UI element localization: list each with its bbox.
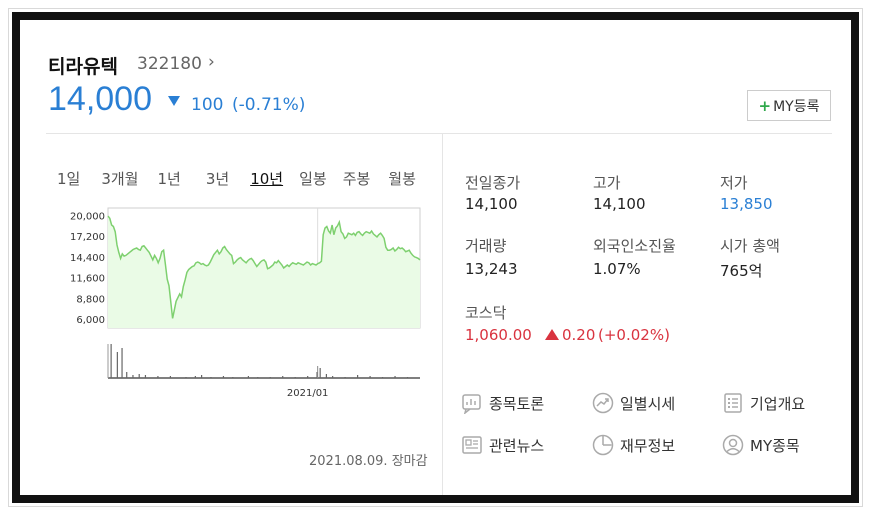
- link-discussion-label: 종목토론: [489, 394, 545, 413]
- news-icon: [462, 436, 482, 454]
- index-label: 코스닥: [465, 304, 507, 322]
- link-daily-price-label: 일별시세: [620, 394, 676, 413]
- stat-value-prev-close: 14,100: [465, 195, 518, 213]
- chevron-right-icon[interactable]: ›: [208, 52, 215, 72]
- divider-horizontal: [46, 133, 832, 134]
- tab-3m[interactable]: 3개월: [101, 170, 139, 188]
- tab-10y[interactable]: 10년: [250, 170, 284, 188]
- stat-value-market-cap: 765억: [720, 262, 763, 280]
- y-tick-label: 20,000: [70, 211, 105, 222]
- y-axis: 20,000 17,200 14,400 11,600 8,800 6,000: [70, 211, 105, 326]
- plus-icon: +: [758, 96, 772, 115]
- x-tick-label: 2021/01: [287, 388, 329, 399]
- price-change-percent: (-0.71%): [232, 95, 306, 115]
- user-icon: [722, 434, 744, 456]
- stock-code[interactable]: 322180: [137, 54, 202, 74]
- link-financial-info-label: 재무정보: [620, 436, 676, 455]
- current-price: 14,000: [48, 80, 152, 118]
- y-tick-label: 8,800: [76, 294, 105, 305]
- tab-3y[interactable]: 3년: [205, 170, 230, 188]
- link-my-stocks-label: MY종목: [750, 436, 800, 455]
- link-company-overview[interactable]: 기업개요: [722, 392, 805, 414]
- stat-label-volume: 거래량: [465, 237, 507, 255]
- stat-value-high: 14,100: [593, 195, 646, 213]
- stat-label-high: 고가: [593, 174, 621, 192]
- stat-value-volume: 13,243: [465, 260, 518, 278]
- stock-card: 티라유텍 322180 › 14,000 100 (-0.71%) + MY등록…: [20, 20, 851, 495]
- down-arrow-icon: [168, 96, 180, 106]
- tab-monthly[interactable]: 월봉: [388, 170, 416, 188]
- link-discussion[interactable]: 종목토론: [461, 392, 544, 414]
- stat-value-low: 13,850: [720, 195, 773, 213]
- price-series: [107, 215, 421, 328]
- stat-label-market-cap: 시가 총액: [720, 237, 780, 255]
- price-chart[interactable]: 20,000 17,200 14,400 11,600 8,800 6,000 2021/…: [70, 202, 422, 412]
- index-value: 1,060.00: [465, 326, 532, 344]
- tab-daily[interactable]: 일봉: [299, 170, 327, 188]
- date-status: 2021.08.09. 장마감: [309, 454, 428, 469]
- period-tabs: 1일 3개월 1년 3년 10년 일봉 주봉 월봉: [57, 168, 416, 189]
- stat-label-foreign-ratio: 외국인소진율: [593, 237, 676, 255]
- stock-name[interactable]: 티라유텍: [48, 56, 118, 78]
- index-change: 0.20: [562, 326, 596, 344]
- x-axis: 2021/01: [287, 366, 329, 399]
- outer-border: [8, 8, 863, 507]
- index-change-percent: (+0.02%): [598, 326, 670, 344]
- link-company-overview-label: 기업개요: [750, 394, 806, 413]
- volume-bars: [107, 344, 420, 379]
- trend-icon: [592, 392, 614, 414]
- my-register-button[interactable]: + MY등록: [747, 90, 831, 121]
- pie-icon: [592, 434, 614, 456]
- y-tick-label: 14,400: [70, 253, 105, 264]
- tab-weekly[interactable]: 주봉: [342, 170, 371, 188]
- stat-value-foreign-ratio: 1.07%: [593, 260, 641, 278]
- price-change: 100: [191, 95, 224, 115]
- link-daily-price[interactable]: 일별시세: [592, 392, 675, 414]
- link-related-news-label: 관련뉴스: [489, 436, 545, 455]
- tab-1y[interactable]: 1년: [157, 170, 181, 188]
- price-line: [107, 215, 421, 319]
- link-financial-info[interactable]: 재무정보: [592, 434, 675, 456]
- price-area-fill: [108, 216, 420, 328]
- my-register-label: MY등록: [773, 98, 820, 115]
- up-arrow-icon: [545, 329, 559, 340]
- link-related-news[interactable]: 관련뉴스: [461, 434, 544, 456]
- stat-label-prev-close: 전일종가: [465, 174, 521, 192]
- y-tick-label: 6,000: [76, 315, 105, 326]
- stat-label-low: 저가: [720, 174, 748, 192]
- list-doc-icon: [724, 393, 742, 413]
- divider-vertical: [442, 134, 443, 495]
- chart-board-icon: [462, 394, 481, 414]
- link-my-stocks[interactable]: MY종목: [722, 434, 800, 456]
- y-tick-label: 17,200: [70, 232, 105, 243]
- tab-1d[interactable]: 1일: [57, 170, 81, 188]
- y-tick-label: 11,600: [70, 274, 105, 285]
